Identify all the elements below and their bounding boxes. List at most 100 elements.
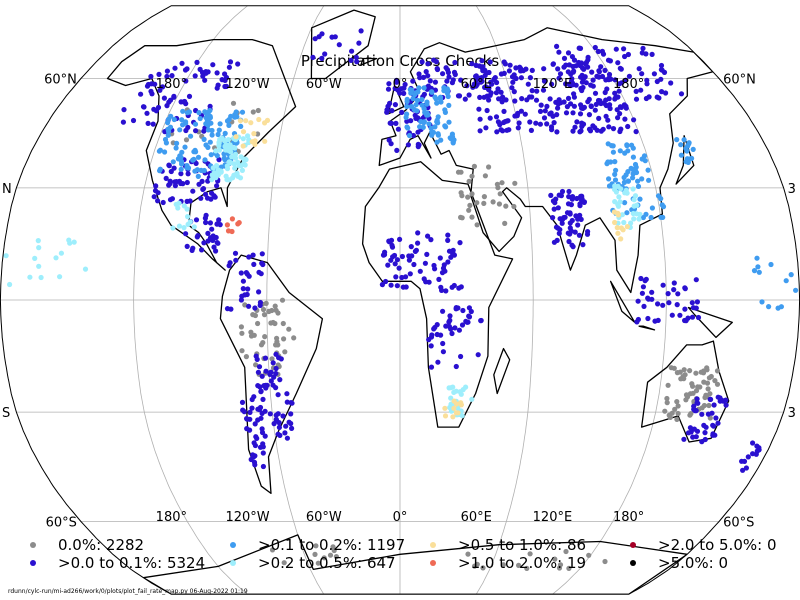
station-marker — [57, 274, 63, 280]
graticule-labels: 180° 180° 120°W 120°W 60°W 60°W 0° 0° 60°E 60°E 12… — [2, 73, 796, 531]
coastline — [361, 161, 514, 428]
station-marker — [646, 177, 652, 183]
stations-layer — [3, 28, 799, 572]
station-marker — [260, 463, 266, 470]
station-marker — [723, 402, 729, 408]
station-marker — [261, 383, 267, 389]
station-marker — [256, 364, 263, 370]
station-marker — [429, 89, 435, 95]
station-marker — [451, 69, 458, 75]
station-marker — [552, 556, 558, 562]
station-marker — [554, 43, 560, 50]
station-marker — [699, 411, 705, 417]
station-marker — [183, 78, 189, 84]
station-marker — [486, 97, 492, 103]
station-marker — [151, 194, 157, 200]
station-marker — [431, 326, 437, 332]
station-marker — [442, 405, 448, 411]
station-marker — [270, 360, 276, 366]
station-marker — [622, 200, 628, 206]
station-marker — [569, 196, 575, 202]
station-marker — [187, 198, 193, 204]
station-marker — [645, 167, 651, 173]
station-marker — [695, 314, 702, 321]
station-marker — [221, 151, 227, 157]
station-marker — [711, 402, 717, 408]
station-marker — [230, 100, 237, 106]
station-marker — [458, 391, 464, 397]
station-marker — [329, 34, 335, 40]
station-marker — [578, 128, 584, 134]
station-marker — [675, 410, 681, 417]
station-marker — [443, 288, 449, 294]
station-marker — [166, 127, 172, 133]
station-marker — [596, 69, 603, 75]
station-marker — [555, 205, 561, 211]
station-marker — [442, 413, 449, 419]
station-marker — [221, 155, 227, 161]
station-marker — [145, 120, 151, 126]
station-marker — [455, 410, 461, 416]
station-marker — [486, 85, 492, 91]
station-marker — [621, 46, 627, 52]
station-marker — [7, 281, 13, 288]
station-marker — [191, 224, 197, 230]
station-marker — [538, 102, 544, 108]
station-marker — [570, 128, 576, 134]
station-marker — [707, 391, 713, 397]
station-marker — [674, 137, 680, 143]
station-marker — [209, 132, 215, 138]
station-marker — [408, 118, 414, 124]
station-marker — [478, 317, 484, 324]
station-marker — [417, 268, 423, 274]
station-marker — [706, 402, 712, 409]
station-marker — [413, 102, 419, 108]
station-marker — [570, 110, 576, 116]
station-marker — [474, 561, 480, 567]
station-marker — [211, 244, 217, 250]
station-marker — [583, 80, 589, 86]
station-marker — [449, 134, 455, 140]
station-marker — [219, 77, 225, 83]
station-marker — [247, 409, 253, 415]
station-marker — [482, 67, 488, 73]
station-marker — [649, 289, 655, 295]
station-marker — [669, 312, 675, 318]
station-marker — [394, 283, 400, 289]
station-marker — [434, 119, 440, 125]
station-marker — [201, 136, 207, 142]
station-marker — [389, 108, 395, 114]
station-marker — [165, 132, 171, 138]
station-marker — [450, 384, 456, 390]
station-marker — [509, 85, 515, 91]
station-marker — [177, 127, 183, 133]
station-marker — [649, 296, 655, 302]
legend-label: >0.2 to 0.5%: 647 — [258, 554, 396, 572]
station-marker — [315, 560, 321, 566]
station-marker — [193, 217, 200, 223]
station-marker — [481, 200, 487, 206]
station-marker — [537, 121, 544, 127]
station-marker — [683, 392, 690, 398]
station-marker — [551, 120, 557, 126]
station-marker — [251, 440, 257, 446]
station-marker — [437, 96, 444, 103]
station-marker — [223, 173, 229, 179]
station-marker — [201, 167, 207, 174]
station-marker — [555, 101, 561, 107]
station-marker — [243, 354, 249, 360]
station-marker — [635, 178, 641, 184]
station-marker — [618, 186, 624, 192]
station-marker — [466, 313, 472, 319]
station-marker — [288, 411, 294, 417]
station-marker — [263, 368, 269, 374]
station-marker — [247, 427, 253, 433]
station-marker — [394, 257, 400, 263]
station-marker — [53, 255, 59, 261]
station-marker — [277, 377, 283, 383]
station-marker — [393, 120, 399, 126]
station-marker — [476, 106, 482, 112]
station-marker — [622, 116, 628, 122]
lat-label: 60°S — [723, 515, 754, 530]
station-marker — [251, 459, 258, 465]
